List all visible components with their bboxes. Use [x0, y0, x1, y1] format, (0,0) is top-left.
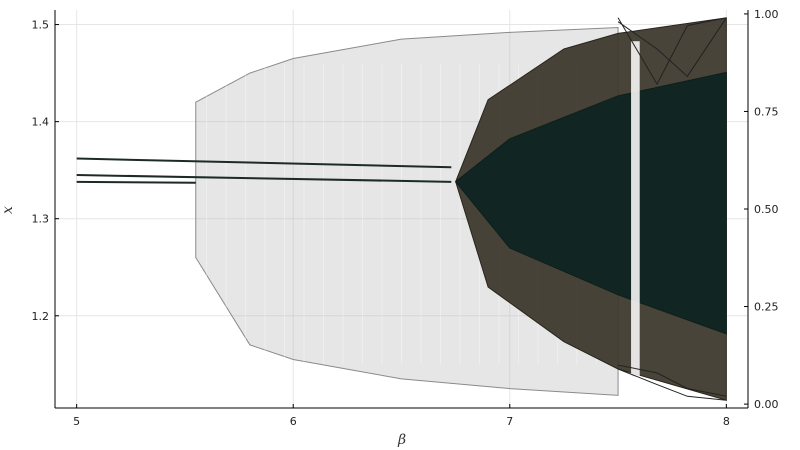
x-axis-label: β	[397, 432, 406, 448]
data-layer	[76, 14, 727, 404]
y-right-tick-label: 0.50	[754, 203, 779, 216]
y-right-tick-label: 0.00	[754, 398, 779, 411]
x-tick-label: 6	[290, 415, 297, 428]
y-left-tick-label: 1.2	[32, 310, 50, 323]
window-gap	[616, 14, 644, 404]
window-curve	[617, 364, 727, 397]
window-curve	[617, 368, 727, 401]
y-right-tick-label: 1.00	[754, 8, 779, 21]
y-left-tick-label: 1.3	[32, 213, 50, 226]
y-right-tick-label: 0.25	[754, 301, 779, 314]
tick-layer: 5 6 7 8 1.2 1.3 1.4 1.5 0.00 0.25 0.50 0.75 1.00	[32, 8, 779, 428]
x-tick-label: 7	[506, 415, 513, 428]
period-branch-line	[76, 157, 452, 169]
y-left-tick-label: 1.4	[32, 116, 50, 129]
window-gap-inner	[631, 41, 640, 377]
window-curve	[617, 17, 727, 78]
period-branch-line	[76, 180, 196, 184]
window-curve	[617, 17, 727, 86]
x-tick-label: 5	[73, 415, 80, 428]
y-axis-label: x	[0, 206, 16, 214]
series-core-teal	[454, 71, 727, 335]
period-branch-line	[76, 174, 452, 183]
y-right-tick-label: 0.75	[754, 105, 779, 118]
x-tick-label: 8	[723, 415, 730, 428]
y-left-tick-label: 1.5	[32, 19, 50, 32]
